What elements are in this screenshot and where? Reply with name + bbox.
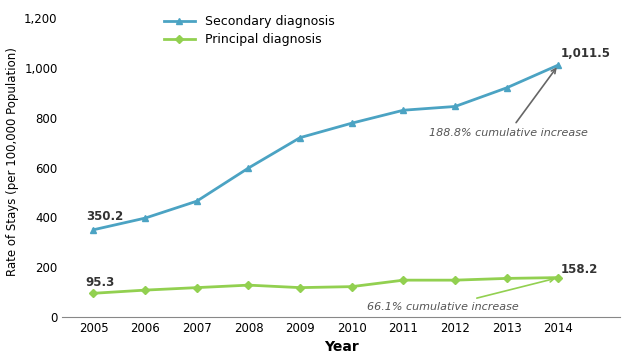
Secondary diagnosis: [451, 104, 459, 109]
Legend: Secondary diagnosis, Principal diagnosis: Secondary diagnosis, Principal diagnosis: [163, 15, 334, 46]
Secondary diagnosis: [90, 228, 97, 232]
Principal diagnosis: [245, 283, 252, 287]
Text: 158.2: 158.2: [561, 264, 598, 276]
Line: Secondary diagnosis: Secondary diagnosis: [90, 62, 562, 233]
Text: 350.2: 350.2: [86, 210, 123, 223]
Secondary diagnosis: [399, 108, 407, 112]
Text: 1,011.5: 1,011.5: [561, 47, 611, 60]
Secondary diagnosis: [193, 199, 200, 203]
Principal diagnosis: [296, 285, 304, 290]
X-axis label: Year: Year: [324, 341, 359, 355]
Principal diagnosis: [193, 285, 200, 290]
Principal diagnosis: [555, 275, 562, 280]
Line: Principal diagnosis: Principal diagnosis: [91, 275, 562, 296]
Principal diagnosis: [503, 276, 511, 280]
Principal diagnosis: [348, 284, 356, 289]
Secondary diagnosis: [555, 63, 562, 67]
Secondary diagnosis: [348, 121, 356, 125]
Y-axis label: Rate of Stays (per 100,000 Population): Rate of Stays (per 100,000 Population): [6, 47, 19, 276]
Text: 95.3: 95.3: [86, 276, 115, 289]
Secondary diagnosis: [296, 135, 304, 140]
Principal diagnosis: [451, 278, 459, 282]
Secondary diagnosis: [245, 166, 252, 170]
Principal diagnosis: [399, 278, 407, 282]
Principal diagnosis: [90, 291, 97, 296]
Principal diagnosis: [141, 288, 149, 292]
Secondary diagnosis: [503, 86, 511, 90]
Text: 66.1% cumulative increase: 66.1% cumulative increase: [367, 278, 554, 311]
Text: 188.8% cumulative increase: 188.8% cumulative increase: [429, 69, 588, 138]
Secondary diagnosis: [141, 216, 149, 220]
